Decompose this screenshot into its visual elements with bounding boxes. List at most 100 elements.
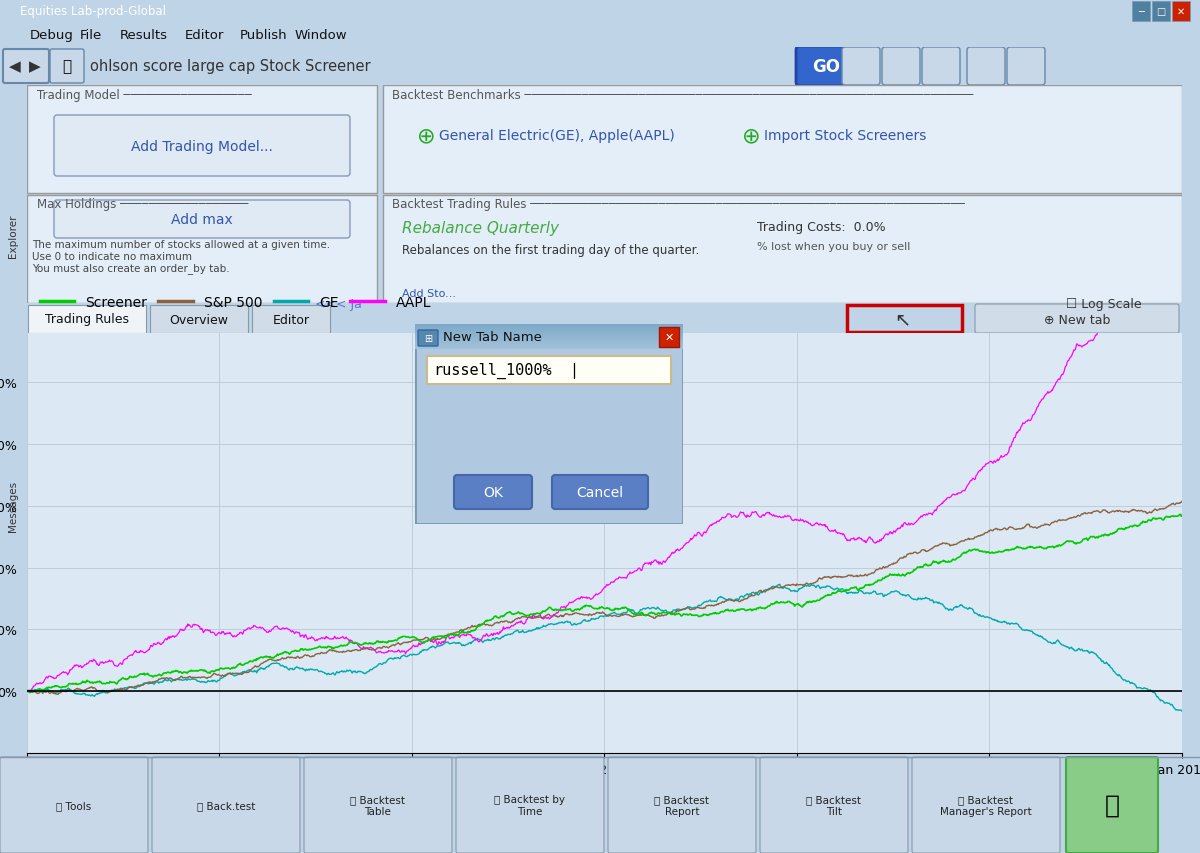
FancyBboxPatch shape — [842, 48, 880, 86]
Text: 📐 Backtest
Tilt: 📐 Backtest Tilt — [806, 794, 862, 815]
Bar — [415, 334, 683, 335]
Text: Cancel: Cancel — [576, 485, 624, 499]
Text: ◀: ◀ — [10, 60, 20, 74]
Bar — [415, 329, 683, 331]
Text: ─: ─ — [1138, 7, 1144, 17]
Bar — [415, 326, 683, 327]
Bar — [415, 335, 683, 337]
Text: Window: Window — [295, 30, 348, 43]
FancyBboxPatch shape — [252, 305, 330, 334]
Text: Backtest Trading Rules ─────────────────────────────────────────────────────────: Backtest Trading Rules ─────────────────… — [392, 198, 965, 211]
Bar — [415, 332, 683, 333]
Text: □: □ — [1157, 7, 1165, 17]
Bar — [415, 325, 683, 350]
Bar — [1172, 2, 1190, 22]
FancyBboxPatch shape — [28, 86, 377, 194]
Bar — [1132, 2, 1150, 22]
Text: Equities Lab-prod-Global: Equities Lab-prod-Global — [20, 5, 166, 19]
Bar — [415, 337, 683, 338]
FancyBboxPatch shape — [28, 196, 377, 304]
Text: Debug: Debug — [30, 30, 74, 43]
Bar — [415, 343, 683, 344]
Text: ⊕: ⊕ — [418, 126, 436, 146]
FancyBboxPatch shape — [0, 757, 148, 853]
FancyBboxPatch shape — [454, 475, 532, 509]
Text: Results: Results — [120, 30, 168, 43]
Bar — [415, 344, 683, 345]
FancyBboxPatch shape — [418, 331, 438, 346]
Bar — [415, 338, 683, 339]
Text: ☐ Log Scale: ☐ Log Scale — [1066, 298, 1141, 310]
Text: ↖: ↖ — [894, 310, 910, 329]
Text: ⊞: ⊞ — [424, 334, 432, 344]
Text: 📈 Backtest by
Time: 📈 Backtest by Time — [494, 794, 565, 815]
FancyBboxPatch shape — [152, 757, 300, 853]
Legend: Screener, S&P 500, GE, AAPL: Screener, S&P 500, GE, AAPL — [34, 290, 437, 316]
Text: 🔖: 🔖 — [62, 60, 72, 74]
Text: 📗: 📗 — [1104, 793, 1120, 817]
Bar — [427, 357, 671, 385]
Bar — [415, 328, 683, 329]
FancyBboxPatch shape — [54, 116, 350, 177]
FancyBboxPatch shape — [760, 757, 908, 853]
Text: Add Trading Model...: Add Trading Model... — [131, 140, 272, 154]
FancyBboxPatch shape — [922, 48, 960, 86]
Text: 📋 Backtest
Table: 📋 Backtest Table — [350, 794, 406, 815]
Text: Messages: Messages — [8, 480, 18, 531]
FancyBboxPatch shape — [28, 305, 146, 334]
Text: 📄 Backtest
Report: 📄 Backtest Report — [654, 794, 709, 815]
Text: The maximum number of stocks allowed at a given time.
Use 0 to indicate no maxim: The maximum number of stocks allowed at … — [32, 240, 330, 274]
FancyBboxPatch shape — [882, 48, 920, 86]
Bar — [415, 347, 683, 349]
Text: % lost when you buy or sell: % lost when you buy or sell — [757, 241, 911, 252]
Bar — [847, 305, 962, 333]
Text: ▶: ▶ — [29, 60, 41, 74]
Text: Import Stock Screeners: Import Stock Screeners — [764, 129, 926, 142]
FancyBboxPatch shape — [304, 757, 452, 853]
Text: Rebalances on the first trading day of the quarter.: Rebalances on the first trading day of t… — [402, 244, 700, 257]
Text: Max Holdings ──────────────────: Max Holdings ────────────────── — [37, 198, 248, 211]
Bar — [415, 345, 683, 346]
Text: New Tab Name: New Tab Name — [443, 331, 542, 344]
Text: Overview: Overview — [169, 313, 228, 326]
Bar — [415, 349, 683, 350]
FancyBboxPatch shape — [150, 305, 248, 334]
Text: Trading Model ──────────────────: Trading Model ────────────────── — [37, 89, 252, 102]
Bar — [415, 325, 683, 326]
Text: Rebalance Quarterly: Rebalance Quarterly — [402, 221, 559, 235]
Text: ✕: ✕ — [665, 333, 673, 343]
Text: ⊕ New tab: ⊕ New tab — [1044, 313, 1110, 326]
Text: ⊕: ⊕ — [742, 126, 761, 146]
FancyBboxPatch shape — [54, 200, 350, 239]
FancyBboxPatch shape — [2, 50, 49, 84]
Bar — [415, 341, 683, 343]
FancyBboxPatch shape — [974, 305, 1178, 334]
Text: 📊 Back.test: 📊 Back.test — [197, 800, 256, 810]
Text: Publish: Publish — [240, 30, 288, 43]
FancyBboxPatch shape — [912, 757, 1060, 853]
Text: russell_1000%: russell_1000% — [433, 363, 552, 379]
Text: 👤 Backtest
Manager's Report: 👤 Backtest Manager's Report — [940, 794, 1032, 815]
FancyBboxPatch shape — [552, 475, 648, 509]
Text: File: File — [80, 30, 102, 43]
Text: Editor: Editor — [185, 30, 224, 43]
FancyBboxPatch shape — [1066, 757, 1158, 853]
Text: Add max: Add max — [172, 212, 233, 227]
FancyBboxPatch shape — [967, 48, 1006, 86]
FancyBboxPatch shape — [456, 757, 604, 853]
Text: GO: GO — [812, 58, 840, 76]
FancyBboxPatch shape — [383, 196, 1182, 304]
Bar — [415, 340, 683, 341]
Text: 🔧 Tools: 🔧 Tools — [56, 800, 91, 810]
FancyBboxPatch shape — [1007, 48, 1045, 86]
Text: OK: OK — [484, 485, 503, 499]
Bar — [415, 346, 683, 347]
Text: ✕: ✕ — [1177, 7, 1186, 17]
Bar — [415, 331, 683, 332]
Bar — [659, 328, 679, 347]
Text: |: | — [571, 363, 576, 379]
FancyBboxPatch shape — [796, 47, 856, 87]
Text: Trading Costs:  0.0%: Trading Costs: 0.0% — [757, 221, 886, 234]
Text: Explorer: Explorer — [8, 214, 18, 258]
FancyBboxPatch shape — [383, 86, 1182, 194]
